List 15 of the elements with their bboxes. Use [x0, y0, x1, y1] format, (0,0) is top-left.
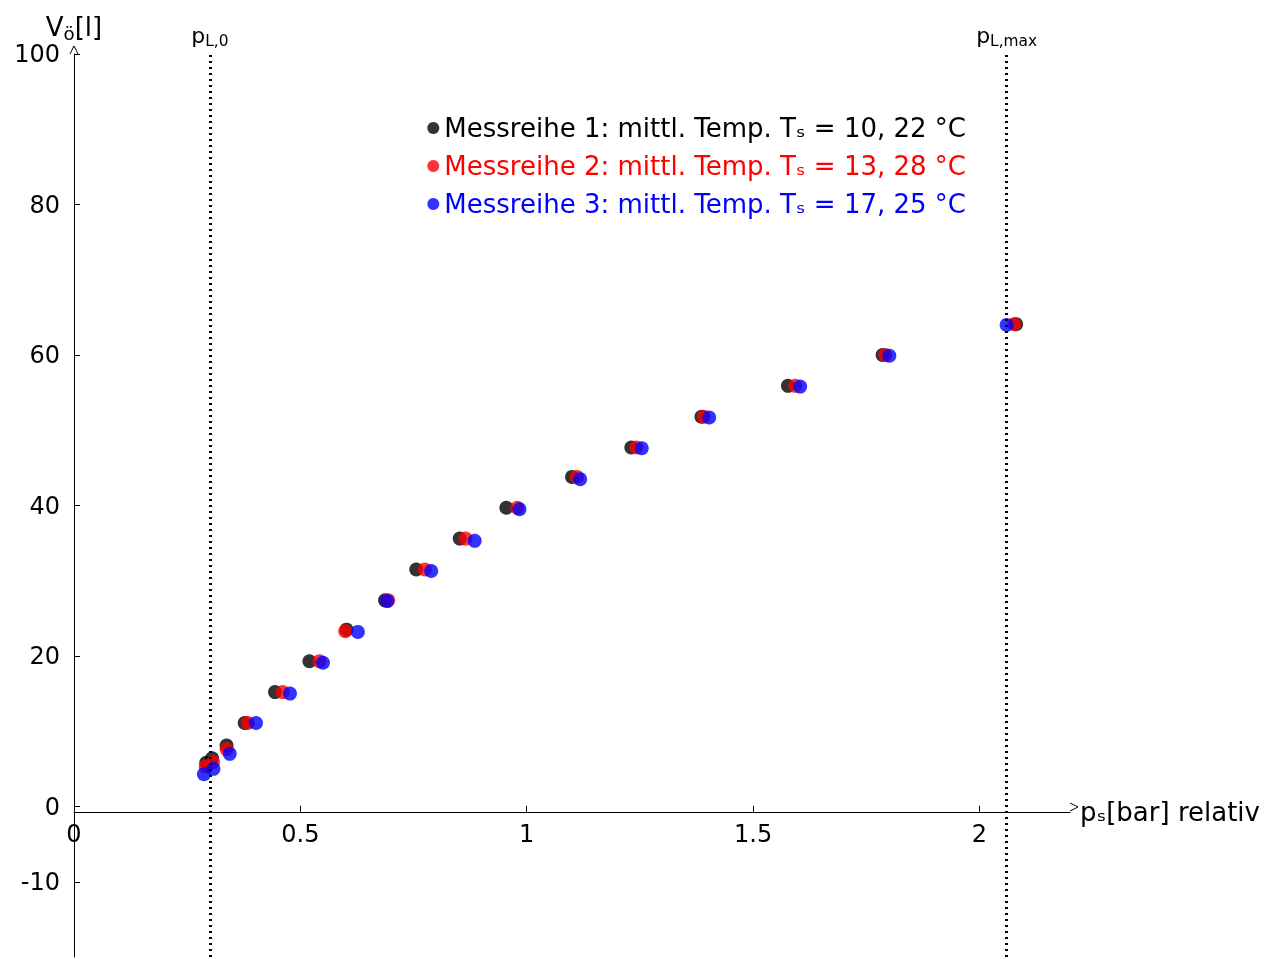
- y-tick-label: 80: [29, 190, 60, 219]
- legend-label: Messreihe 3: mittl. Temp. Tₛ = 17, 25 °C: [444, 189, 967, 219]
- y-tick-label: 0: [44, 792, 60, 821]
- x-axis-title: pₛ[bar] relativ: [1080, 796, 1260, 827]
- legend-label: Messreihe 2: mittl. Temp. Tₛ = 13, 28 °C: [444, 151, 967, 181]
- y-tick-label: 40: [29, 491, 60, 520]
- legend-label: Messreihe 1: mittl. Temp. Tₛ = 10, 22 °C: [444, 113, 967, 143]
- x-tick-label: 1.5: [734, 819, 773, 848]
- y-tick-label: 100: [14, 40, 60, 68]
- x-tick-label: 1: [519, 819, 535, 848]
- x-tick-label: 0.5: [281, 819, 320, 848]
- y-tick-label: 20: [29, 642, 60, 670]
- x-tick-label: 2: [971, 819, 988, 848]
- y-tick-label: -10: [20, 867, 60, 896]
- y-tick-label: 60: [29, 341, 60, 369]
